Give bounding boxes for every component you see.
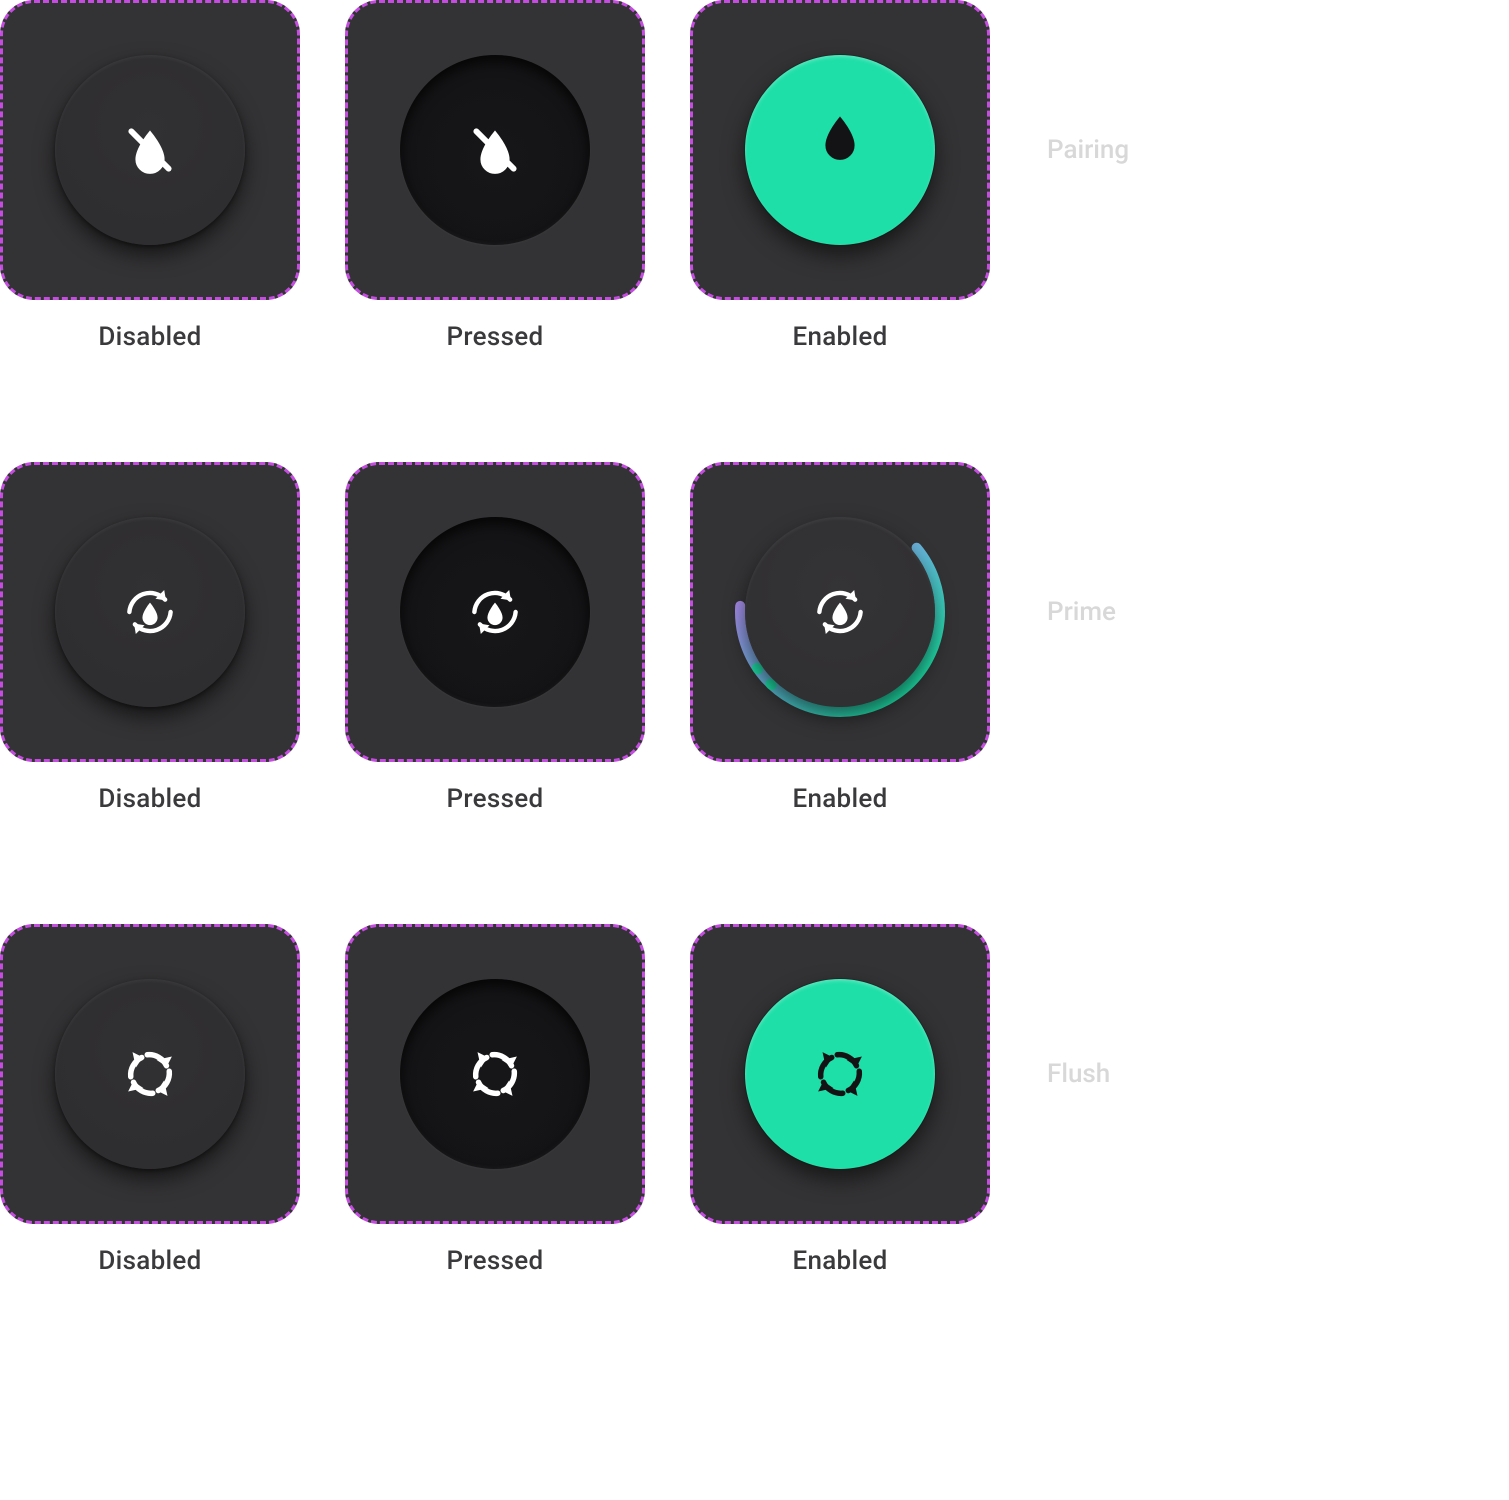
cell-prime-enabled: Enabled [690,462,990,814]
tile-prime-disabled [0,462,300,762]
tile-prime-enabled [690,462,990,762]
cell-prime-pressed: Pressed [345,462,645,814]
recycle-arrows-icon [117,1041,183,1107]
state-label: Enabled [792,1246,887,1276]
cycle-drop-icon [117,579,183,645]
cell-flush-pressed: Pressed [345,924,645,1276]
flush-button-pressed[interactable] [400,979,590,1169]
tile-pairing-enabled [690,0,990,300]
row-label-flush: Flush [1047,1059,1110,1089]
tile-flush-enabled [690,924,990,1224]
row-label-prime: Prime [1047,597,1116,627]
cell-pairing-disabled: Disabled [0,0,300,352]
state-label: Pressed [447,1246,544,1276]
pairing-button-enabled[interactable] [745,55,935,245]
state-label: Disabled [98,1246,201,1276]
drop-icon [812,108,868,164]
tile-prime-pressed [345,462,645,762]
drop-slash-icon [467,122,523,178]
prime-button-enabled[interactable] [745,517,935,707]
row-label-wrap: Pairing [1035,0,1509,300]
state-label: Pressed [447,322,544,352]
recycle-arrows-icon [462,1041,528,1107]
state-label: Enabled [792,784,887,814]
row-label-wrap: Flush [1035,924,1509,1224]
tile-pairing-pressed [345,0,645,300]
cell-prime-disabled: Disabled [0,462,300,814]
flush-button-enabled[interactable] [745,979,935,1169]
tile-pairing-disabled [0,0,300,300]
pairing-button-pressed[interactable] [400,55,590,245]
flush-button-disabled [55,979,245,1169]
drop-slash-icon [122,122,178,178]
cell-flush-enabled: Enabled [690,924,990,1276]
row-label-pairing: Pairing [1047,135,1129,165]
cell-pairing-pressed: Pressed [345,0,645,352]
state-label: Disabled [98,322,201,352]
tile-flush-disabled [0,924,300,1224]
prime-button-pressed[interactable] [400,517,590,707]
recycle-arrows-icon [807,1041,873,1107]
cycle-drop-icon [807,579,873,645]
state-label: Disabled [98,784,201,814]
button-state-grid: Disabled Pressed Enabled Pairing Disable… [0,0,1509,1276]
state-label: Pressed [447,784,544,814]
cell-flush-disabled: Disabled [0,924,300,1276]
cycle-drop-icon [462,579,528,645]
state-label: Enabled [792,322,887,352]
tile-flush-pressed [345,924,645,1224]
prime-button-disabled [55,517,245,707]
row-label-wrap: Prime [1035,462,1509,762]
pairing-button-disabled [55,55,245,245]
cell-pairing-enabled: Enabled [690,0,990,352]
